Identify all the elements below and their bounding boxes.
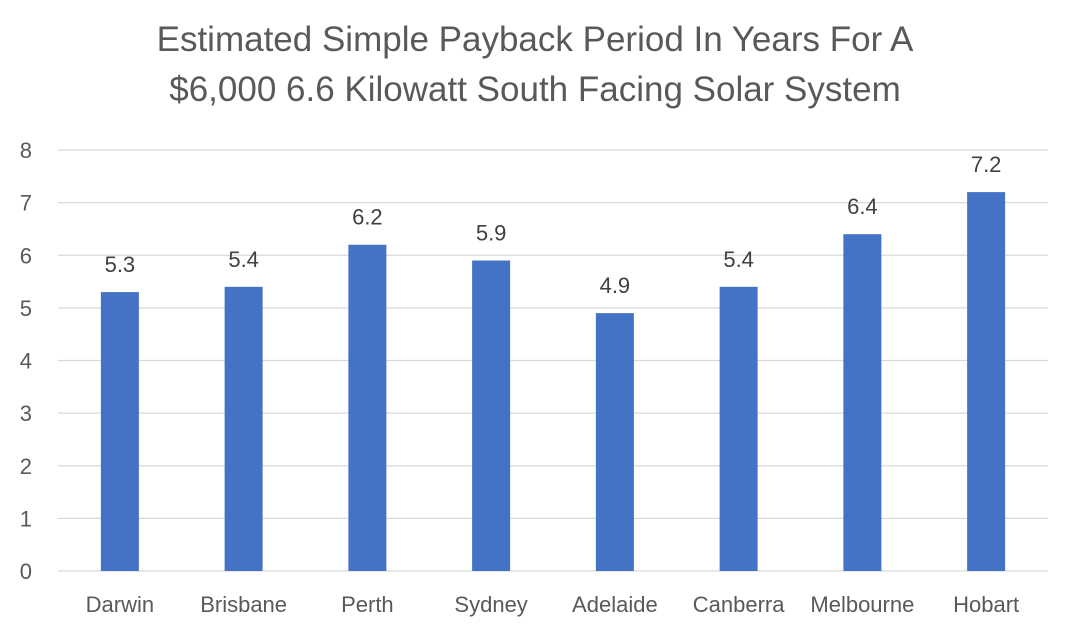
y-tick-label-8: 8: [20, 138, 32, 163]
data-label-adelaide: 4.9: [600, 273, 631, 298]
x-tick-label-hobart: Hobart: [953, 592, 1019, 617]
data-label-sydney: 5.9: [476, 221, 507, 246]
y-tick-label-7: 7: [20, 191, 32, 216]
y-tick-label-3: 3: [20, 401, 32, 426]
y-tick-label-6: 6: [20, 243, 32, 268]
x-tick-label-perth: Perth: [341, 592, 394, 617]
bar-brisbane: [224, 286, 263, 571]
y-tick-label-0: 0: [20, 559, 32, 584]
x-tick-label-sydney: Sydney: [454, 592, 527, 617]
bar-canberra: [719, 286, 758, 571]
data-label-melbourne: 6.4: [847, 194, 878, 219]
bar-perth: [348, 244, 387, 571]
bar-melbourne: [843, 234, 882, 571]
y-tick-label-5: 5: [20, 296, 32, 321]
bar-adelaide: [595, 313, 634, 571]
x-tick-label-brisbane: Brisbane: [200, 592, 287, 617]
data-label-brisbane: 5.4: [228, 247, 259, 272]
y-tick-label-1: 1: [20, 506, 32, 531]
bar-sydney: [472, 260, 511, 571]
bar-darwin: [100, 292, 139, 571]
chart-title-line-2: $6,000 6.6 Kilowatt South Facing Solar S…: [169, 70, 901, 109]
bar-hobart: [967, 192, 1006, 571]
y-tick-label-4: 4: [20, 349, 32, 374]
x-tick-label-darwin: Darwin: [86, 592, 154, 617]
data-label-hobart: 7.2: [971, 152, 1002, 177]
x-tick-label-adelaide: Adelaide: [572, 592, 658, 617]
data-label-canberra: 5.4: [723, 247, 754, 272]
x-tick-label-melbourne: Melbourne: [810, 592, 914, 617]
x-tick-label-canberra: Canberra: [693, 592, 785, 617]
data-label-darwin: 5.3: [105, 252, 136, 277]
chart-title-line-1: Estimated Simple Payback Period In Years…: [156, 20, 914, 59]
y-tick-label-2: 2: [20, 454, 32, 479]
data-label-perth: 6.2: [352, 205, 383, 230]
